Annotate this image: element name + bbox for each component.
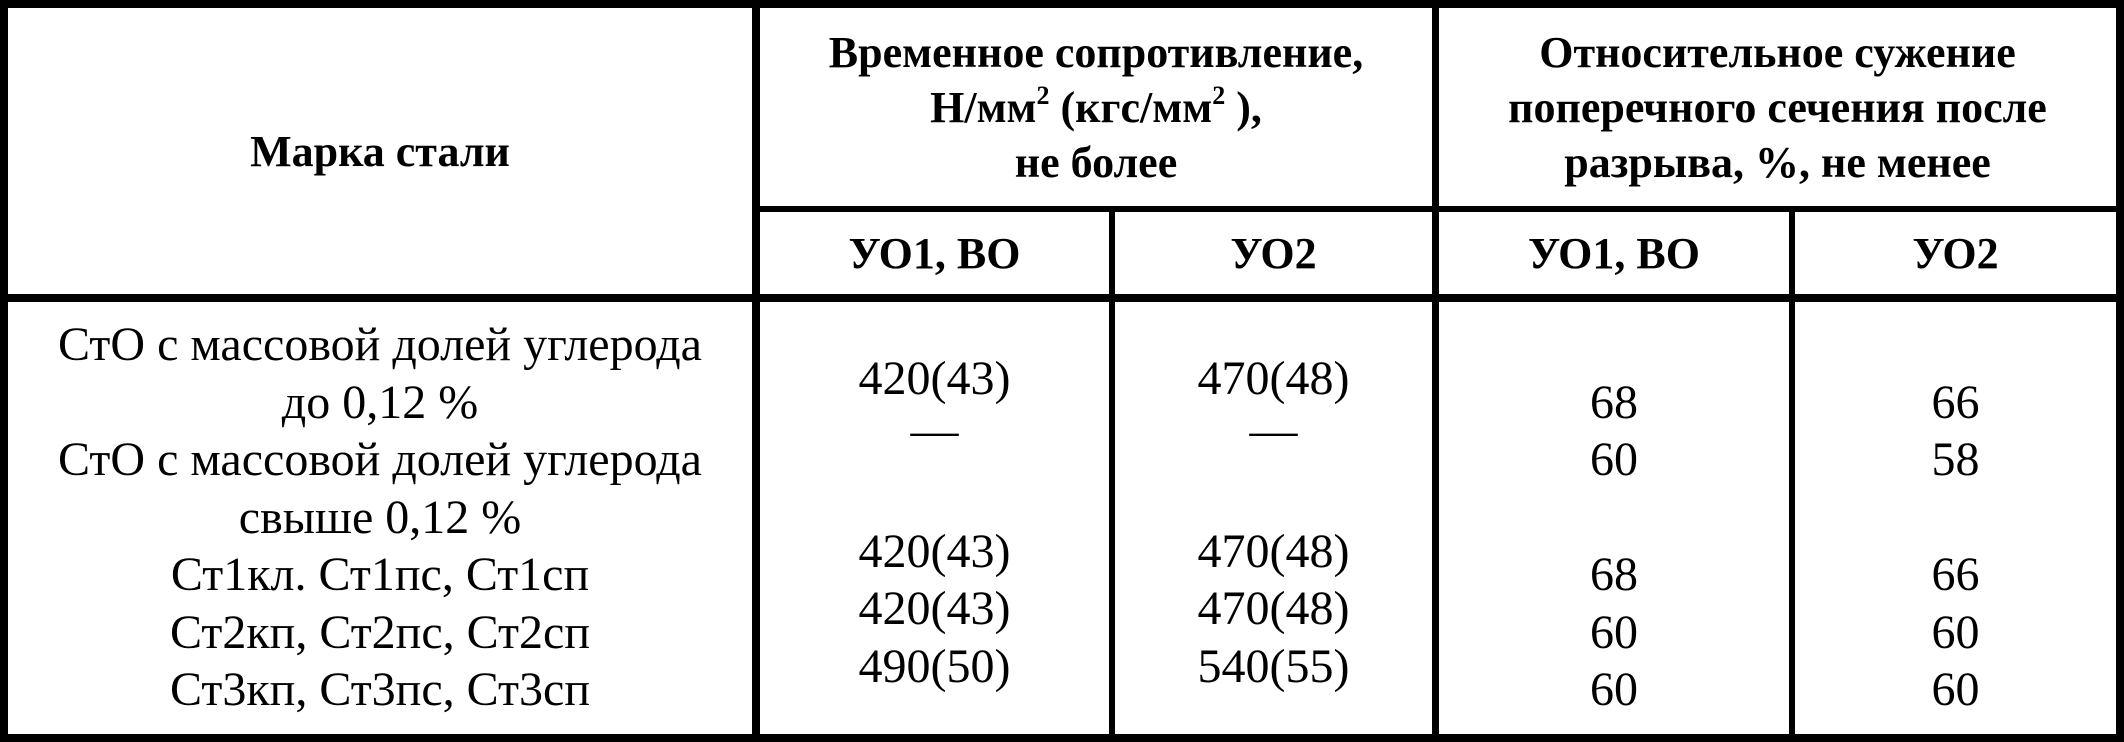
header-grade: Марка стали <box>8 8 752 294</box>
value: 60 <box>1590 605 1638 659</box>
header-grade-text: Марка стали <box>250 126 510 176</box>
grade-line: Ст1кл. Ст1пс, Ст1сп <box>170 548 590 601</box>
value: 470(48) <box>1197 582 1350 635</box>
column-narrowing-uo1: 68 60 68 60 60 <box>1439 316 1789 719</box>
divider-col4 <box>1789 206 1795 742</box>
value: 60 <box>1931 663 1980 716</box>
value: 66 <box>1931 548 1980 601</box>
header-tensile: Временное сопротивление, Н/мм2 (кгс/мм2 … <box>760 8 1432 206</box>
grade-line: до 0,12 % <box>281 375 479 429</box>
border-top <box>0 0 2124 8</box>
value <box>760 465 1109 523</box>
border-left <box>0 0 8 742</box>
column-tensile-uo2: 470(48) — 470(48) 470(48) 540(55) <box>1115 350 1432 695</box>
value: 60 <box>1590 663 1638 716</box>
value: 66 <box>1931 375 1980 429</box>
column-tensile-uo1: 420(43) — 420(43) 420(43) 490(50) <box>760 350 1109 695</box>
value <box>1439 489 1789 547</box>
value: 490(50) <box>858 639 1011 693</box>
value: — <box>910 403 959 457</box>
value: — <box>1249 403 1298 457</box>
divider-col1 <box>752 0 760 742</box>
subheader-tensile-uo2: УО2 <box>1230 228 1317 278</box>
value: 420(43) <box>858 524 1011 578</box>
grade-line: СтО с массовой долей углерода <box>58 318 702 371</box>
header-narrowing-line3: разрыва, %, не менее <box>1564 137 1991 187</box>
divider-col2 <box>1109 206 1115 742</box>
value: 60 <box>1931 605 1980 659</box>
header-tensile-line3: не более <box>1014 137 1178 187</box>
value: 420(43) <box>858 582 1011 635</box>
value <box>1795 316 2116 374</box>
value <box>1115 465 1432 523</box>
column-narrowing-uo2: 66 58 66 60 60 <box>1795 316 2116 719</box>
grade-line: свыше 0,12 % <box>238 490 522 544</box>
value <box>1439 316 1789 374</box>
subheader-narrowing-uo1: УО1, ВО <box>1528 228 1700 278</box>
header-narrowing: Относительное сужение поперечного сечени… <box>1439 8 2116 206</box>
value <box>1795 489 2116 547</box>
header-tensile-line2: Н/мм2 (кгс/мм2 ), <box>930 80 1262 132</box>
border-right <box>2116 0 2124 742</box>
grade-line: Ст2кп, Ст2пс, Ст2сп <box>169 605 591 659</box>
header-tensile-line1: Временное сопротивление, <box>828 27 1364 77</box>
subheader-tensile-uo1: УО1, ВО <box>848 228 1021 278</box>
value: 68 <box>1590 375 1638 429</box>
value: 60 <box>1590 433 1638 486</box>
value: 540(55) <box>1197 639 1350 693</box>
grade-line: СтО с массовой долей углерода <box>58 433 702 486</box>
divider-header-sub <box>752 206 2124 212</box>
header-narrowing-line2: поперечного сечения после <box>1508 82 2047 132</box>
value: 58 <box>1931 433 1980 486</box>
value: 470(48) <box>1197 524 1350 578</box>
value: 420(43) <box>858 352 1011 405</box>
divider-header-body <box>0 294 2124 302</box>
grade-line: Ст3кп, Ст3пс, Ст3сп <box>169 663 591 716</box>
value: 470(48) <box>1197 352 1350 405</box>
value: 68 <box>1590 548 1638 601</box>
column-grades: СтО с массовой долей углерода до 0,12 % … <box>8 316 752 719</box>
header-narrowing-line1: Относительное сужение <box>1539 27 2016 77</box>
subheader-narrowing-uo2: УО2 <box>1912 228 1999 278</box>
border-bottom <box>0 734 2124 742</box>
divider-col3 <box>1432 0 1439 742</box>
